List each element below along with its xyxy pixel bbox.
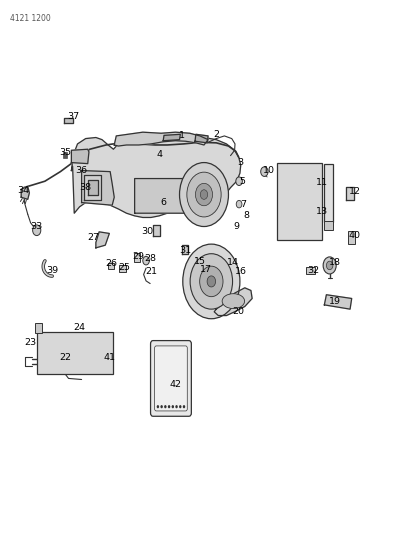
Bar — [37, 332, 113, 374]
Text: 1: 1 — [179, 132, 184, 140]
Polygon shape — [71, 133, 241, 217]
Text: 35: 35 — [59, 148, 71, 157]
Text: 23: 23 — [24, 338, 37, 346]
Polygon shape — [214, 288, 252, 316]
Text: 21: 21 — [145, 268, 157, 276]
Polygon shape — [82, 171, 114, 205]
Polygon shape — [153, 225, 160, 236]
Text: 13: 13 — [316, 207, 328, 215]
Text: 7: 7 — [240, 200, 246, 209]
Text: 16: 16 — [235, 268, 247, 276]
Bar — [324, 221, 333, 230]
Circle shape — [180, 163, 228, 227]
Text: 17: 17 — [200, 265, 212, 273]
Bar — [277, 163, 322, 240]
Bar — [324, 164, 333, 222]
Bar — [306, 267, 315, 274]
Circle shape — [183, 405, 185, 408]
Polygon shape — [135, 179, 187, 213]
Text: 4: 4 — [156, 150, 162, 159]
Text: 20: 20 — [233, 308, 245, 316]
Text: 12: 12 — [349, 188, 361, 196]
Polygon shape — [84, 175, 101, 200]
Polygon shape — [163, 134, 180, 141]
Text: 32: 32 — [307, 266, 319, 275]
Text: 26: 26 — [105, 260, 117, 268]
Text: 31: 31 — [180, 246, 192, 255]
Bar — [119, 265, 126, 272]
Text: 27: 27 — [87, 233, 99, 241]
Polygon shape — [195, 134, 208, 143]
Circle shape — [33, 225, 41, 236]
Text: 40: 40 — [349, 231, 361, 240]
Polygon shape — [71, 149, 89, 164]
Text: 38: 38 — [80, 183, 92, 192]
Text: 22: 22 — [59, 353, 71, 361]
Circle shape — [175, 405, 178, 408]
Circle shape — [261, 167, 268, 176]
Ellipse shape — [222, 294, 244, 309]
Text: 14: 14 — [226, 258, 239, 266]
Polygon shape — [88, 180, 98, 195]
Circle shape — [326, 261, 333, 270]
Text: 19: 19 — [328, 297, 341, 305]
Text: 25: 25 — [118, 263, 131, 272]
Polygon shape — [21, 187, 29, 199]
Text: 37: 37 — [67, 112, 80, 120]
Circle shape — [207, 276, 215, 287]
Text: 33: 33 — [30, 222, 42, 231]
Circle shape — [200, 266, 223, 297]
Circle shape — [183, 244, 240, 319]
Bar — [134, 253, 140, 262]
Text: 9: 9 — [234, 222, 239, 231]
Circle shape — [157, 405, 159, 408]
Circle shape — [164, 405, 166, 408]
Circle shape — [160, 405, 163, 408]
Text: 39: 39 — [46, 266, 58, 275]
Circle shape — [236, 177, 242, 185]
FancyBboxPatch shape — [151, 341, 191, 416]
Circle shape — [323, 257, 336, 274]
Circle shape — [172, 405, 174, 408]
Polygon shape — [346, 187, 354, 200]
Text: 15: 15 — [194, 257, 206, 265]
Polygon shape — [114, 132, 208, 146]
Text: 6: 6 — [160, 198, 166, 207]
Text: 18: 18 — [328, 259, 341, 267]
Text: 34: 34 — [18, 186, 30, 195]
Text: 24: 24 — [73, 324, 86, 332]
Circle shape — [200, 190, 208, 199]
Text: 10: 10 — [263, 166, 275, 175]
Text: 8: 8 — [244, 212, 250, 220]
Text: 41: 41 — [103, 353, 115, 361]
Circle shape — [190, 254, 233, 309]
FancyBboxPatch shape — [155, 346, 187, 411]
Polygon shape — [182, 245, 188, 254]
Circle shape — [143, 256, 149, 265]
Polygon shape — [96, 232, 109, 248]
Polygon shape — [324, 295, 352, 309]
Bar — [348, 231, 355, 244]
Text: 28: 28 — [144, 254, 156, 263]
Circle shape — [168, 405, 170, 408]
Text: 30: 30 — [141, 228, 153, 236]
Text: 3: 3 — [237, 158, 244, 167]
Circle shape — [195, 183, 213, 206]
Bar — [108, 263, 114, 269]
Bar — [35, 323, 42, 333]
Text: 11: 11 — [316, 179, 328, 187]
Text: 5: 5 — [240, 177, 246, 185]
Text: 2: 2 — [213, 130, 219, 139]
Circle shape — [179, 405, 182, 408]
Text: 36: 36 — [75, 166, 88, 175]
Circle shape — [187, 172, 221, 217]
Circle shape — [236, 200, 242, 208]
Bar — [63, 152, 67, 158]
Text: 42: 42 — [169, 381, 182, 389]
Text: 4121 1200: 4121 1200 — [10, 14, 51, 22]
Polygon shape — [64, 118, 73, 123]
Text: 29: 29 — [133, 253, 145, 261]
